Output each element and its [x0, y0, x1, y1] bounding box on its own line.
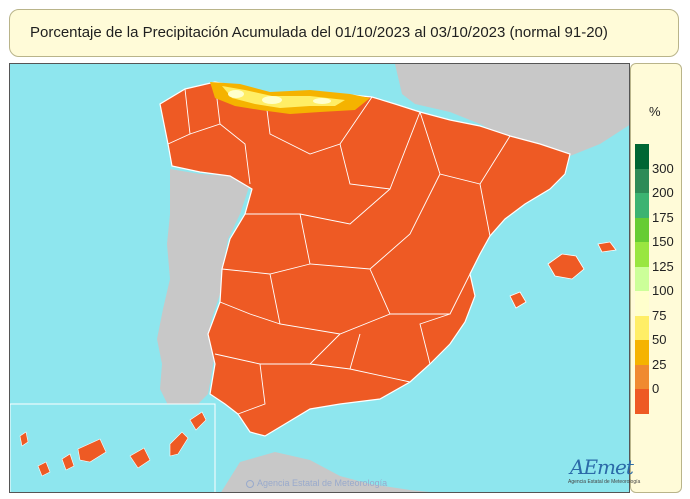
- portugal-land: [157, 169, 250, 410]
- map-canvas: [10, 64, 629, 492]
- legend-unit: %: [649, 104, 661, 119]
- ibiza: [509, 291, 527, 309]
- legend-swatch: [635, 242, 649, 267]
- credit-line: Agencia Estatal de Meteorología: [246, 478, 387, 488]
- legend-swatch: [635, 193, 649, 218]
- legend-color-bar: [635, 144, 649, 414]
- north-coast-band-75b: [262, 96, 282, 104]
- africa-land: [221, 452, 430, 492]
- north-coast-band-75c: [313, 98, 331, 104]
- legend-swatch: [635, 144, 649, 169]
- logo-subtitle: Agencia Estatal de Meteorología: [568, 479, 641, 485]
- aemet-circle-icon: [246, 479, 254, 488]
- credit-text: Agencia Estatal de Meteorología: [257, 478, 388, 488]
- legend-tick-label: 25: [652, 356, 667, 372]
- canary-inset-frame: [10, 403, 216, 492]
- legend-swatch: [635, 389, 649, 414]
- legend-tick-label: 200: [652, 185, 674, 200]
- legend-tick-label: 125: [652, 258, 674, 274]
- logo-word: AEmet: [570, 455, 634, 479]
- map-title: Porcentaje de la Precipitación Acumulada…: [30, 24, 608, 41]
- legend-swatch: [635, 315, 649, 340]
- legend-tick-label: 300: [652, 160, 674, 176]
- color-legend: % 300 200 175 150 125 100 75 50 25 0: [630, 63, 682, 493]
- legend-swatch: [635, 217, 649, 242]
- france-land: [395, 64, 629, 156]
- legend-swatch: [635, 168, 649, 193]
- canary-islands: [19, 411, 207, 477]
- spain-mainland: [159, 81, 571, 437]
- aemet-logo: AEmet Agencia Estatal de Meteorología: [566, 455, 640, 489]
- legend-swatch: [635, 340, 649, 365]
- province-borders: [167, 81, 511, 415]
- legend-swatch: [635, 266, 649, 291]
- precipitation-map: [9, 63, 630, 493]
- legend-tick-label: 50: [652, 332, 667, 347]
- menorca: [597, 241, 617, 253]
- legend-tick-label: 100: [652, 283, 674, 298]
- mallorca: [547, 253, 585, 280]
- north-coast-band-75a: [228, 90, 244, 98]
- legend-tick-label: 150: [652, 234, 674, 249]
- legend-tick-label: 0: [652, 381, 660, 396]
- legend-swatch: [635, 291, 649, 316]
- title-box: Porcentaje de la Precipitación Acumulada…: [9, 9, 679, 57]
- legend-tick-label: 175: [652, 209, 674, 225]
- legend-swatch: [635, 364, 649, 389]
- legend-tick-label: 75: [652, 307, 667, 323]
